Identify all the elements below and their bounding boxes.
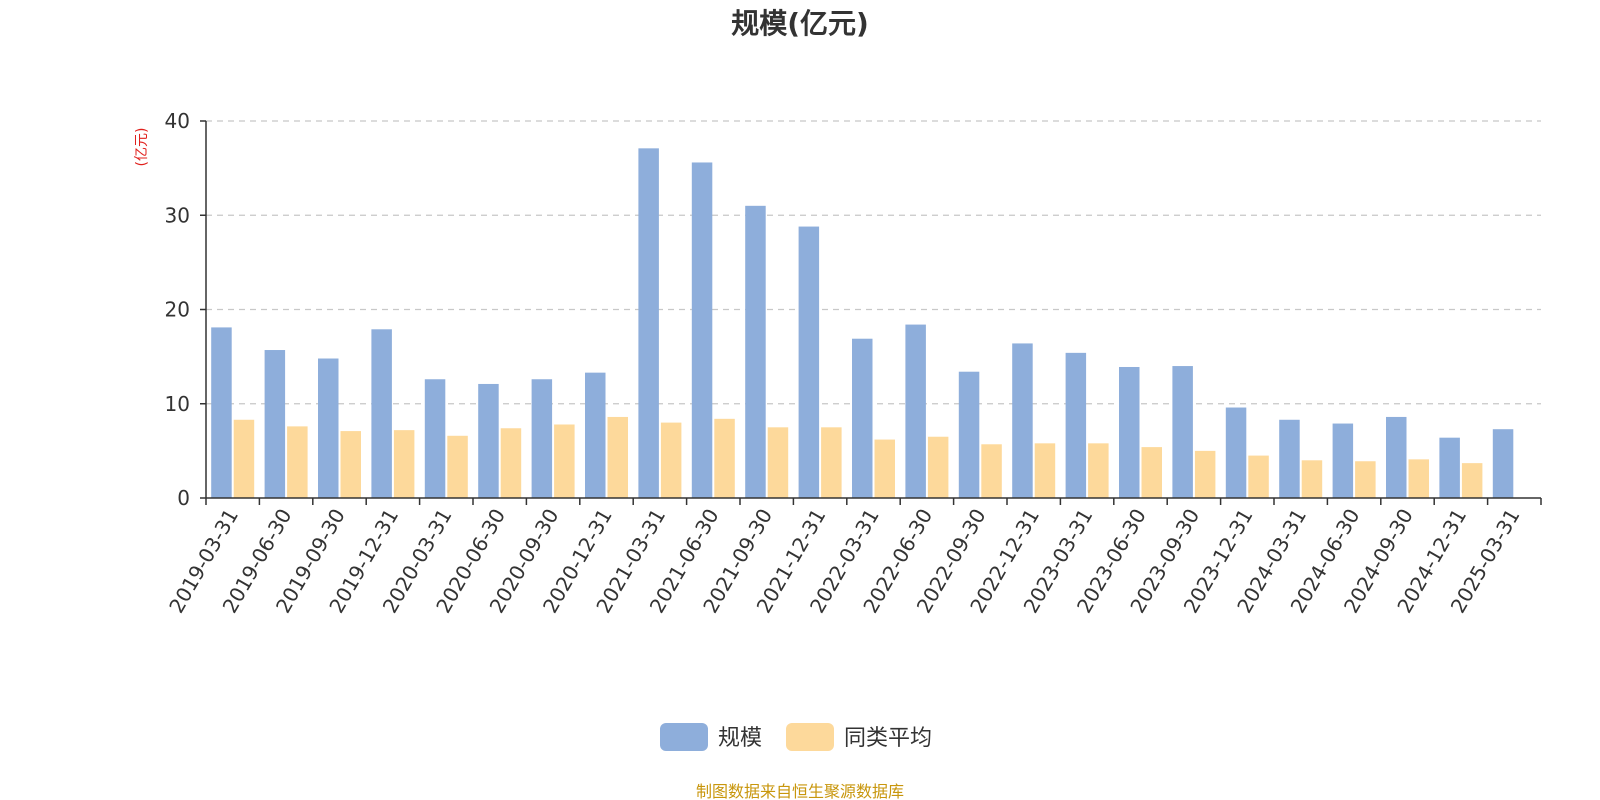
y-axis-label: (亿元) [134,128,150,167]
legend-swatch-peer-average [786,723,834,751]
bar-peer-average [607,416,628,498]
bars [211,148,1514,498]
bar-scale [478,383,499,498]
bar-peer-average [500,428,522,498]
y-tick-label: 20 [165,298,190,322]
bar-peer-average [874,439,895,498]
bar-scale [371,329,392,498]
bar-scale [958,371,980,498]
bar-peer-average [1088,443,1109,498]
bar-peer-average [233,419,255,498]
bar-peer-average [1034,443,1056,498]
bar-scale [318,358,339,498]
bar-scale [638,148,659,498]
bar-peer-average [393,430,415,498]
bar-peer-average [340,431,361,498]
bar-peer-average [1355,461,1376,498]
bar-scale [1119,366,1140,498]
bar-scale [745,205,766,498]
legend-label-peer-average: 同类平均 [844,726,932,751]
bar-peer-average [554,424,575,498]
legend-label-scale: 规模 [718,726,762,751]
bar-peer-average [287,426,308,498]
y-tick-label: 40 [165,109,190,133]
bar-peer-average [767,427,789,498]
source-note: 制图数据来自恒生聚源数据库 [696,782,904,800]
bar-peer-average [1301,460,1323,498]
bar-scale [1332,423,1354,498]
bar-peer-average [447,435,468,498]
bar-scale [424,379,446,498]
axes [200,120,1542,505]
bar-peer-average [660,422,682,498]
bar-peer-average [714,418,735,498]
bar-peer-average [1408,459,1429,498]
y-axis-ticks: 0 10 20 30 40 [165,109,190,510]
bar-peer-average [1461,463,1483,498]
legend: 规模 同类平均 [660,723,932,751]
bar-scale [1172,366,1193,498]
bar-scale [211,327,232,498]
bar-scale [264,350,286,498]
bar-scale [1386,416,1407,498]
bar-scale [798,226,820,498]
bar-scale [1065,352,1087,498]
bar-scale [852,338,873,498]
x-axis-ticks: 2019-03-312019-06-302019-09-302019-12-31… [164,505,1525,618]
bar-scale [531,379,553,498]
bar-peer-average [927,436,949,498]
bar-scale [1225,407,1247,498]
bar-scale [1439,437,1460,498]
bar-peer-average [821,427,842,498]
chart-title: 规模(亿元) [731,7,869,40]
bar-scale [905,324,926,498]
bar-peer-average [981,444,1002,498]
y-tick-label: 10 [165,392,190,416]
y-tick-label: 0 [177,486,190,510]
bar-peer-average [1248,455,1269,498]
bar-scale [1492,429,1514,498]
bar-peer-average [1194,450,1216,498]
bar-scale [1279,419,1300,498]
legend-swatch-scale [660,723,708,751]
gridlines [206,120,1541,405]
bar-scale [691,162,713,498]
bar-scale [1012,343,1033,498]
bar-scale [585,372,606,498]
bar-peer-average [1141,447,1162,498]
y-tick-label: 30 [165,203,190,227]
